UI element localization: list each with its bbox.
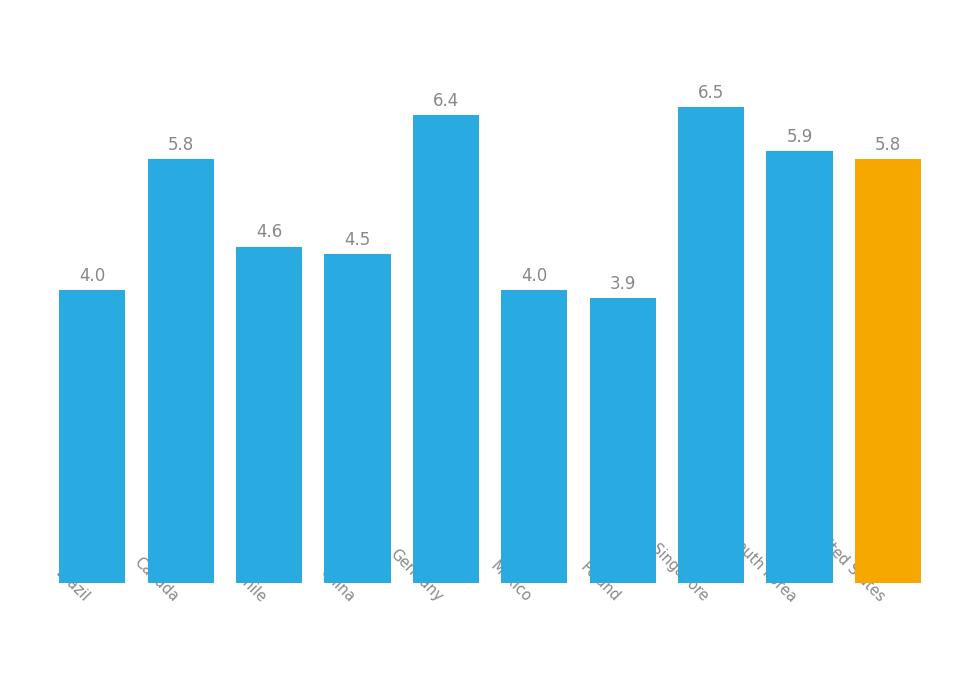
Bar <box>413 115 480 583</box>
Text: 5.9: 5.9 <box>786 128 813 146</box>
Bar <box>767 152 832 583</box>
Text: 4.0: 4.0 <box>521 268 548 285</box>
Text: 4.0: 4.0 <box>79 268 106 285</box>
Bar <box>678 108 745 583</box>
Bar <box>236 246 303 583</box>
Bar <box>855 158 922 583</box>
Bar <box>590 298 656 583</box>
Text: 4.6: 4.6 <box>256 224 283 241</box>
Bar <box>502 290 567 583</box>
Bar <box>60 290 125 583</box>
Text: 4.5: 4.5 <box>344 230 371 249</box>
Bar <box>325 254 390 583</box>
Text: 3.9: 3.9 <box>609 274 636 293</box>
Text: 5.8: 5.8 <box>167 136 194 154</box>
Text: 6.4: 6.4 <box>432 92 459 110</box>
Bar <box>148 158 214 583</box>
Text: 6.5: 6.5 <box>698 84 725 102</box>
Text: 5.8: 5.8 <box>875 136 901 154</box>
